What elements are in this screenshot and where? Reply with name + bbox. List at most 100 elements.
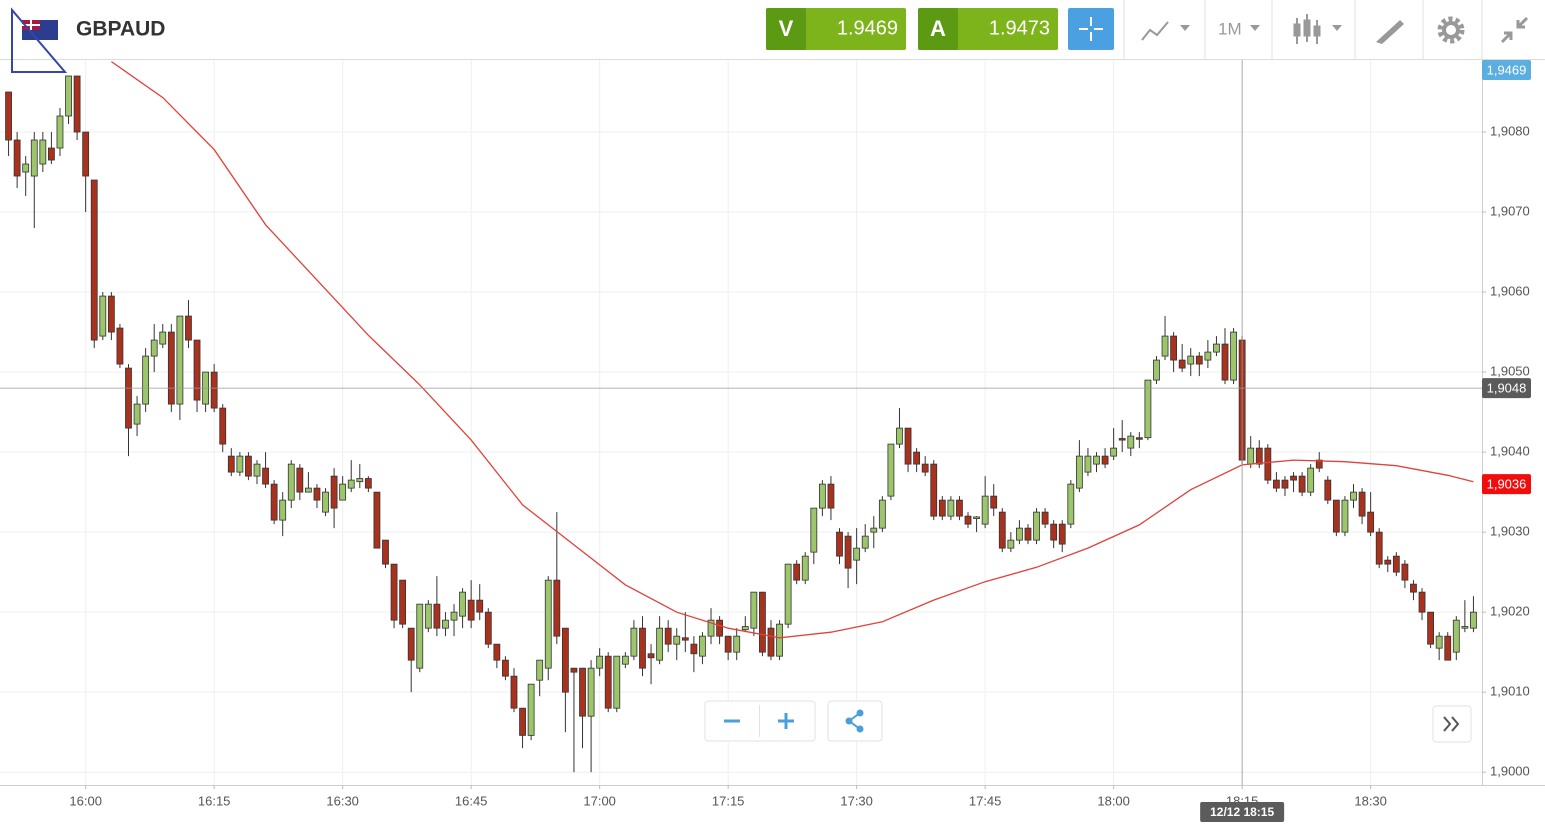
crosshair-price-label: 1,9048: [1487, 381, 1527, 396]
candle-body: [947, 499, 955, 517]
buy-button[interactable]: A 1.9473: [918, 8, 1058, 50]
candle-body: [373, 491, 381, 549]
candle-body: [1307, 467, 1315, 493]
candle-body: [904, 427, 912, 465]
candle-body: [347, 479, 355, 489]
candle-body: [1110, 447, 1118, 457]
buy-label-bg: [918, 8, 958, 50]
scroll-bg: [1432, 705, 1472, 743]
candle-body: [1435, 635, 1443, 649]
candle-body: [767, 627, 775, 657]
draw-button[interactable]: [1376, 20, 1404, 44]
candle-body: [519, 707, 526, 736]
scroll-end-button[interactable]: [1432, 705, 1472, 743]
candle-body: [759, 591, 766, 653]
candle-body: [973, 516, 980, 519]
buy-label: A: [930, 16, 946, 41]
price-badge: [1482, 474, 1531, 495]
candle-body: [1452, 619, 1460, 653]
x-tick-label: 16:30: [326, 793, 359, 808]
candle-body: [150, 339, 158, 357]
share-button[interactable]: [827, 700, 883, 742]
candle-body: [442, 619, 449, 629]
candle-body: [424, 603, 432, 629]
y-tick-label: 1,9080: [1490, 123, 1530, 138]
candle-body: [1332, 499, 1340, 533]
candle-body: [484, 611, 492, 645]
candle-body: [1427, 611, 1435, 645]
crosshair-price-badge: [1482, 378, 1531, 399]
x-tick-label: 16:15: [198, 793, 231, 808]
candle-body: [1101, 455, 1109, 465]
candle-body: [1341, 499, 1349, 533]
candle-body: [964, 515, 972, 525]
candle-body: [1144, 379, 1152, 439]
candle-body: [450, 611, 458, 621]
candle-body: [1470, 611, 1477, 629]
candle-body: [527, 683, 535, 736]
candle-body: [1161, 335, 1169, 357]
candle-body: [570, 667, 578, 673]
x-tick-label: 18:00: [1097, 793, 1130, 808]
candle-body: [1204, 351, 1212, 361]
header: GBPAUD V 1.9469 A 1.9473: [0, 0, 1545, 73]
candle-body: [861, 535, 869, 549]
candle-body: [699, 635, 706, 657]
candle-body: [287, 463, 295, 501]
candle-body: [1187, 355, 1195, 365]
candle-body: [142, 355, 150, 405]
x-tick-label: 17:00: [583, 793, 616, 808]
candle-body: [39, 139, 47, 165]
candle-body: [827, 483, 835, 509]
candle-body: [1007, 539, 1015, 549]
candle-body: [245, 455, 252, 477]
y-tick-label: 1,9010: [1490, 684, 1530, 699]
candle-body: [1401, 563, 1409, 581]
candle-body: [536, 659, 544, 681]
x-tick-label: 17:45: [969, 793, 1002, 808]
candle-body: [262, 467, 269, 485]
candle-body: [1281, 479, 1289, 489]
candle-body: [270, 483, 278, 521]
candle-body: [30, 139, 38, 177]
candle-body: [1093, 455, 1100, 465]
candle-body: [741, 626, 749, 631]
candle-body: [1255, 447, 1263, 465]
candle-body: [707, 619, 715, 637]
candle-body: [47, 147, 55, 161]
zoom-in-button[interactable]: [778, 713, 794, 729]
candle-body: [1418, 591, 1426, 613]
settings-button[interactable]: [1437, 16, 1465, 44]
candle-body: [836, 531, 843, 557]
fullscreen-button[interactable]: [1500, 16, 1529, 44]
crosshair-icon: [1079, 17, 1103, 41]
candle-body: [870, 527, 878, 533]
timeframe-button[interactable]: 1M: [1218, 19, 1260, 38]
share-icon: [856, 725, 864, 733]
sell-button[interactable]: V 1.9469: [766, 8, 906, 50]
candle-body: [938, 499, 946, 517]
flag: [22, 20, 58, 40]
candle-body: [116, 327, 124, 365]
candles-button[interactable]: [1293, 14, 1342, 44]
candle-body: [998, 511, 1006, 549]
candle-body: [390, 563, 398, 621]
candle-body: [107, 295, 115, 333]
candle-body: [416, 603, 424, 669]
candle-body: [956, 499, 963, 517]
candle-body: [1178, 359, 1186, 369]
candle-body: [159, 331, 167, 345]
candle-body: [544, 579, 552, 669]
candle-body: [896, 427, 903, 445]
crosshair-button[interactable]: [1068, 8, 1114, 50]
candle-body: [356, 478, 364, 483]
x-tick-label: 17:30: [840, 793, 873, 808]
candle-body: [1290, 475, 1297, 481]
candle-body: [1367, 511, 1375, 533]
candle-body: [681, 637, 689, 641]
candle-body: [1392, 555, 1400, 573]
candle-body: [56, 115, 64, 149]
chart-type-button[interactable]: [1141, 21, 1190, 41]
candle-body: [1058, 523, 1066, 545]
